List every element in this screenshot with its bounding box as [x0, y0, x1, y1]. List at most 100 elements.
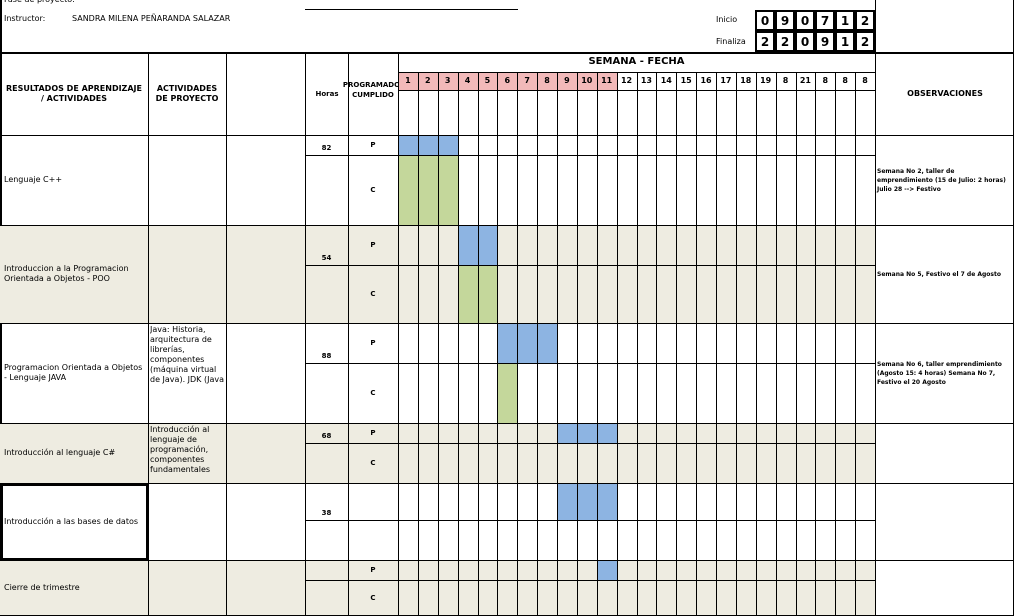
- plan-cell: [596, 560, 617, 580]
- week-label: 6: [497, 72, 518, 90]
- grid-line: [576, 72, 578, 616]
- selected-cell: [1, 484, 148, 560]
- week-label: 8: [782, 76, 789, 85]
- done-cell: [477, 265, 498, 323]
- grid-line: [348, 52, 349, 616]
- plan-cell: [457, 225, 478, 265]
- plan-cell: [477, 225, 498, 265]
- observation: Semana No 2, taller de emprendimiento (1…: [877, 167, 1006, 193]
- hours: 38: [321, 509, 332, 517]
- status-label: P: [370, 141, 376, 149]
- plan-cell: [596, 423, 617, 443]
- week-label: 11: [596, 72, 617, 90]
- date-digit: 0: [755, 10, 775, 31]
- row-shade: [0, 225, 875, 323]
- date-digit: 9: [815, 31, 835, 52]
- week-label: 17: [720, 76, 732, 85]
- grid-line: [437, 72, 439, 616]
- grid-line: [305, 520, 875, 521]
- grid-line: [457, 72, 459, 616]
- status-label: C: [370, 459, 376, 467]
- grid-line: [875, 52, 876, 616]
- observation: Semana No 6, taller emprendimiento (Agos…: [877, 360, 1002, 386]
- week-label: 13: [640, 76, 652, 85]
- grid-line: [0, 225, 1013, 226]
- end-label: Finaliza: [716, 37, 746, 46]
- activity-text: Java: Historia, arquitectura de librería…: [150, 325, 224, 384]
- grid-line: [755, 72, 757, 616]
- date-digit: 2: [855, 31, 875, 52]
- week-label: 16: [700, 76, 712, 85]
- date-digit: 2: [855, 10, 875, 31]
- status-label: P: [370, 429, 376, 437]
- col-header: RESULTADOS DE APRENDIZAJE / ACTIVIDADES: [6, 83, 142, 103]
- grid-line: [305, 363, 875, 364]
- week-label: 8: [822, 76, 829, 85]
- result-name: Programacion Orientada a Objetos - Lengu…: [4, 363, 143, 382]
- start-label: Inicio: [716, 15, 738, 24]
- activity-text: Introducción al lenguaje de programación…: [150, 425, 211, 474]
- done-cell: [437, 155, 458, 225]
- hours: 54: [321, 254, 332, 262]
- done-cell: [457, 265, 478, 323]
- grid-line: [417, 72, 419, 616]
- plan-cell: [557, 483, 577, 520]
- grid-line: [1013, 0, 1014, 616]
- status-label: P: [370, 566, 376, 574]
- grid-line: [305, 265, 875, 266]
- week-label: 1: [398, 72, 418, 90]
- week-label: 3: [437, 72, 458, 90]
- date-digit: 0: [795, 31, 815, 52]
- week-label: 8: [862, 76, 868, 85]
- grid-line: [815, 72, 817, 616]
- hours: 88: [321, 352, 332, 360]
- grid-line: [148, 52, 149, 616]
- plan-cell: [517, 323, 538, 363]
- grid-line: [0, 483, 1013, 484]
- col-header: SEMANA - FECHA: [588, 56, 685, 67]
- grid-line: [305, 443, 875, 444]
- grid-line: [557, 72, 558, 616]
- grid-line: [305, 52, 306, 616]
- plan-cell: [398, 135, 418, 155]
- grid-line: [676, 72, 678, 616]
- status-label: C: [370, 290, 376, 298]
- status-label: P: [370, 241, 376, 249]
- week-label: 19: [760, 76, 772, 85]
- status-label: C: [370, 389, 376, 397]
- week-label: 2: [417, 72, 438, 90]
- grid-line: [735, 72, 737, 616]
- week-label: 7: [517, 72, 538, 90]
- grid-line: [0, 52, 1013, 54]
- grid-line: [226, 52, 227, 616]
- week-label: 15: [680, 76, 692, 85]
- grid-line: [656, 72, 658, 616]
- grid-line: [0, 423, 1013, 424]
- grid-line: [855, 72, 857, 616]
- result-name: Introducción a las bases de datos: [4, 516, 139, 526]
- grid-line: [0, 323, 1013, 324]
- week-label: 5: [477, 72, 498, 90]
- instructor-label: Instructor:: [4, 14, 46, 23]
- week-label: 18: [740, 76, 752, 85]
- plan-cell: [417, 135, 438, 155]
- week-label: 4: [457, 72, 478, 90]
- grid-line: [835, 72, 837, 616]
- week-label: 12: [620, 76, 633, 85]
- status-label: P: [370, 339, 376, 347]
- status-label: C: [370, 594, 376, 602]
- done-cell: [497, 363, 518, 423]
- week-label: 8: [842, 76, 848, 85]
- plan-cell: [576, 483, 597, 520]
- grid-line: [0, 560, 1013, 561]
- grid-line: [305, 9, 518, 10]
- grid-line: [477, 72, 479, 616]
- row-shade: [0, 423, 875, 483]
- plan-cell: [497, 323, 518, 363]
- date-digit: 9: [775, 10, 795, 31]
- grid-line: [497, 72, 499, 616]
- result-name: Introduccion a la Programacion Orientada…: [4, 264, 129, 283]
- done-cell: [398, 155, 418, 225]
- grid-line: [398, 72, 875, 73]
